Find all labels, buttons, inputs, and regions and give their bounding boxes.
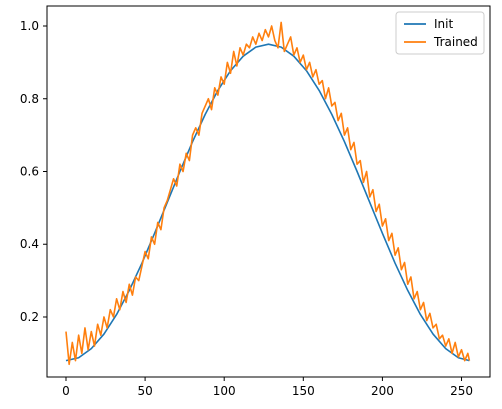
y-tick-label: 1.0 bbox=[20, 19, 39, 33]
legend-box bbox=[395, 11, 485, 55]
axes: 0 50 100 150 200 250 0.2 0.4 0.6 0.8 1.0 bbox=[20, 5, 491, 398]
y-tick-label: 0.6 bbox=[20, 164, 39, 178]
x-tick-label: 200 bbox=[371, 384, 394, 398]
axes-frame bbox=[46, 5, 491, 378]
x-tick-label: 250 bbox=[450, 384, 473, 398]
x-tick-label: 0 bbox=[62, 384, 70, 398]
series-line-trained bbox=[65, 21, 471, 366]
y-tick-label: 0.8 bbox=[20, 92, 39, 106]
series-line-init bbox=[65, 43, 470, 362]
legend-label-init: Init bbox=[434, 17, 453, 31]
x-tick-label: 100 bbox=[213, 384, 236, 398]
legend: Init Trained bbox=[395, 11, 485, 55]
y-tick-label: 0.2 bbox=[20, 310, 39, 324]
y-tick-label: 0.4 bbox=[20, 237, 39, 251]
legend-label-trained: Trained bbox=[433, 35, 478, 49]
x-tick-label: 150 bbox=[292, 384, 315, 398]
x-tick-label: 50 bbox=[137, 384, 152, 398]
plot-area bbox=[65, 21, 471, 366]
